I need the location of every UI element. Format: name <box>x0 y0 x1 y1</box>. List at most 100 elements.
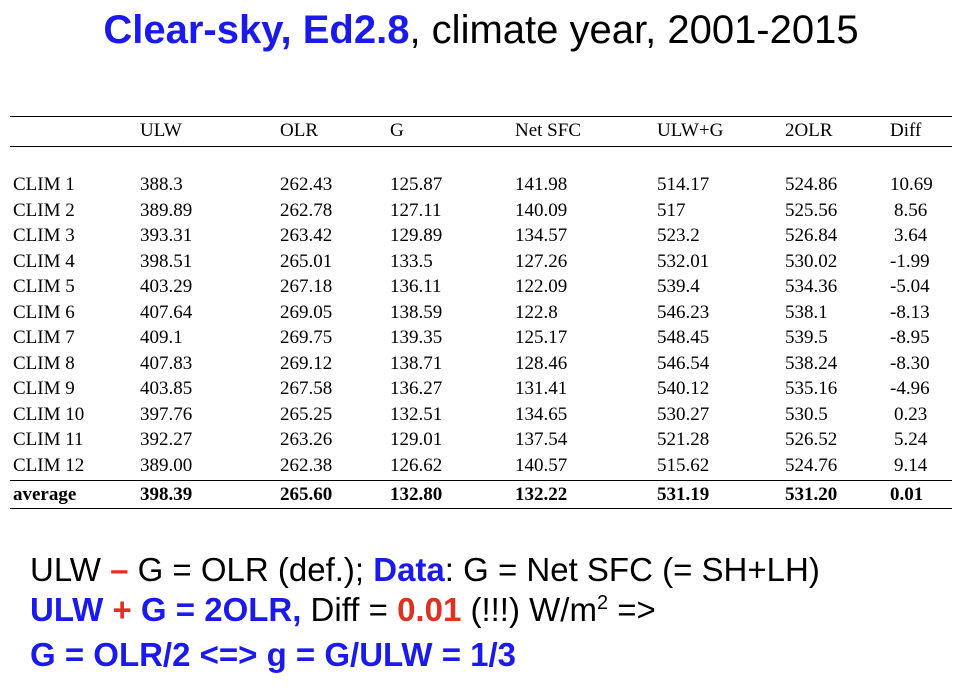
table-cell: 532.01 <box>657 250 710 272</box>
table-cell: 263.42 <box>280 225 333 246</box>
table-cell: 403.29 <box>140 276 193 297</box>
table-cell: 140.57 <box>515 454 568 476</box>
table-cell: 131.41 <box>515 378 568 399</box>
average-cell: 132.80 <box>390 484 443 505</box>
row-label: CLIM 9 <box>13 378 75 399</box>
table-cell: 524.86 <box>785 174 838 195</box>
slide-title: Clear-sky, Ed2.8, climate year, 2001-201… <box>0 6 962 54</box>
table-cell: 524.76 <box>785 454 838 476</box>
table-cell: 526.84 <box>785 225 838 246</box>
table-cell: 530.02 <box>785 250 838 272</box>
table-cell: 140.09 <box>515 199 568 221</box>
table-cell: 138.59 <box>390 301 443 323</box>
table-cell: 269.05 <box>280 301 333 323</box>
table-header-cell: Net SFC <box>515 120 581 141</box>
row-label: CLIM 4 <box>13 250 75 272</box>
table-cell: -8.13 <box>890 301 930 323</box>
table-cell: 409.1 <box>140 327 183 348</box>
table-cell: 269.75 <box>280 327 333 348</box>
table-cell: -4.96 <box>890 378 930 399</box>
table-header-cell: ULW <box>140 120 182 141</box>
table-cell: 263.26 <box>280 429 333 450</box>
row-label: CLIM 6 <box>13 301 75 323</box>
row-label: CLIM 12 <box>13 454 85 476</box>
table-cell: 525.56 <box>785 199 838 221</box>
table-cell: 5.24 <box>894 429 928 450</box>
table-cell: 514.17 <box>657 174 710 195</box>
table-cell: 530.5 <box>785 403 828 425</box>
title-bold: Clear-sky, Ed2.8 <box>103 8 410 52</box>
table-header-rule <box>10 146 952 147</box>
table-cell: 521.28 <box>657 429 710 450</box>
table-cell: 526.52 <box>785 429 838 450</box>
table-cell: 388.3 <box>140 174 183 195</box>
table-cell: 535.16 <box>785 378 838 399</box>
table-cell: 393.31 <box>140 225 193 246</box>
table-cell: 389.89 <box>140 199 193 221</box>
table-cell: 139.35 <box>390 327 443 348</box>
table-cell: 265.25 <box>280 403 333 425</box>
average-cell: 0.01 <box>890 484 924 505</box>
table-cell: 392.27 <box>140 429 193 450</box>
equation-line-1: ULW – G = OLR (def.); Data: G = Net SFC … <box>30 551 820 588</box>
table-cell: 129.01 <box>390 429 443 450</box>
row-label: CLIM 11 <box>13 429 84 450</box>
average-label: average <box>13 484 77 505</box>
table-cell: 0.23 <box>894 403 928 425</box>
table-cell: 9.14 <box>894 454 928 476</box>
table-cell: 136.27 <box>390 378 443 399</box>
table-cell: 397.76 <box>140 403 193 425</box>
table-average-rule <box>10 480 952 481</box>
equation-line-3: G = OLR/2 <=> g = G/ULW = 1/3 <box>30 636 517 673</box>
row-label: CLIM 10 <box>13 403 85 425</box>
table-cell: 539.5 <box>785 327 828 348</box>
equation-line-2: ULW + G = 2OLR, Diff = 0.01 (!!!) W/m2 =… <box>30 591 656 628</box>
row-label: CLIM 8 <box>13 352 75 374</box>
table-header-cell: 2OLR <box>785 120 833 141</box>
table-cell: 134.57 <box>515 225 568 246</box>
average-cell: 531.20 <box>785 484 838 505</box>
table-cell: 122.8 <box>515 301 558 323</box>
table-cell: 389.00 <box>140 454 193 476</box>
table-cell: 523.2 <box>657 225 700 246</box>
table-bottom-rule <box>10 508 952 509</box>
table-header-cell: Diff <box>890 120 922 141</box>
table-cell: 262.78 <box>280 199 333 221</box>
table-cell: -5.04 <box>890 276 930 297</box>
table-cell: 125.87 <box>390 174 443 195</box>
table-cell: 265.01 <box>280 250 333 272</box>
table-cell: 129.89 <box>390 225 443 246</box>
table-cell: 538.24 <box>785 352 838 374</box>
row-label: CLIM 3 <box>13 225 75 246</box>
table-cell: 267.18 <box>280 276 333 297</box>
table-cell: 538.1 <box>785 301 828 323</box>
table-cell: 3.64 <box>894 225 928 246</box>
table-cell: 534.36 <box>785 276 838 297</box>
table-cell: 262.38 <box>280 454 333 476</box>
table-cell: -1.99 <box>890 250 930 272</box>
table-cell: 546.23 <box>657 301 710 323</box>
table-header-cell: G <box>390 120 404 141</box>
table-cell: 126.62 <box>390 454 443 476</box>
table-cell: 517 <box>657 199 686 221</box>
table-cell: 128.46 <box>515 352 568 374</box>
table-cell: 10.69 <box>890 174 933 195</box>
table-cell: 127.11 <box>390 199 442 221</box>
table-cell: 133.5 <box>390 250 433 272</box>
table-cell: 403.85 <box>140 378 193 399</box>
title-rest: , climate year, 2001-2015 <box>409 8 859 52</box>
table-cell: 8.56 <box>894 199 928 221</box>
table-header-cell: OLR <box>280 120 318 141</box>
average-cell: 265.60 <box>280 484 333 505</box>
average-cell: 398.39 <box>140 484 193 505</box>
table-cell: 132.51 <box>390 403 443 425</box>
table-cell: 125.17 <box>515 327 568 348</box>
table-cell: 548.45 <box>657 327 710 348</box>
table-cell: 127.26 <box>515 250 568 272</box>
row-label: CLIM 5 <box>13 276 75 297</box>
table-cell: 262.43 <box>280 174 333 195</box>
row-label: CLIM 7 <box>13 327 75 348</box>
table-cell: 122.09 <box>515 276 568 297</box>
table-header-cell: ULW+G <box>657 120 724 141</box>
table-cell: 136.11 <box>390 276 442 297</box>
